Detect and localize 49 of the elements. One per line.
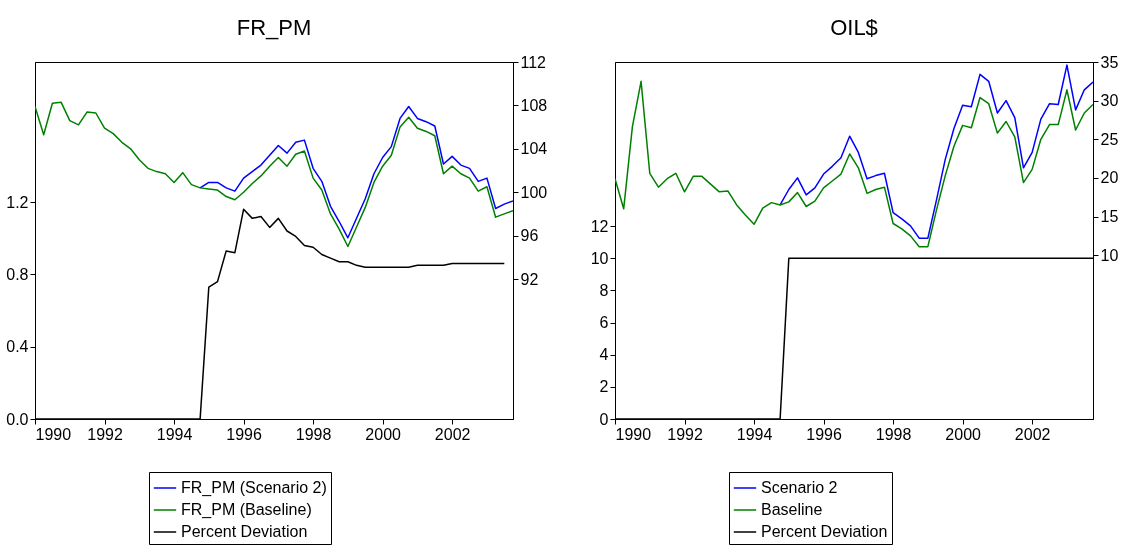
- chart-title: FR_PM: [236, 15, 312, 40]
- chart-title: OIL$: [830, 15, 878, 40]
- x-tick-label: 1998: [875, 425, 912, 443]
- y2-tick-label: 108: [520, 96, 548, 114]
- y-tick-label: 4: [599, 346, 609, 364]
- legend-label: FR_PM (Baseline): [181, 501, 312, 519]
- y-tick-label: 0: [599, 410, 609, 428]
- legend-label: Baseline: [761, 501, 823, 518]
- y-tick-label: 0.4: [6, 338, 29, 356]
- legend-label: Percent Deviation: [761, 523, 888, 540]
- x-tick-label: 2000: [365, 425, 402, 443]
- line-series: [35, 101, 513, 248]
- x-tick-label: 2002: [434, 425, 471, 443]
- x-tick-label: 1994: [156, 425, 193, 443]
- y-tick-label: 1.2: [6, 193, 29, 211]
- line-series: [199, 105, 513, 239]
- x-tick-label: 2002: [1014, 425, 1051, 443]
- x-tick-label: 1996: [806, 425, 842, 443]
- legend-label: Percent Deviation: [181, 523, 308, 540]
- y-tick-label: 12: [590, 217, 609, 235]
- x-tick-label: 1990: [615, 425, 652, 443]
- y2-tick-label: 112: [520, 53, 547, 71]
- line-series: [615, 80, 1093, 248]
- x-tick-label: 2000: [945, 425, 982, 443]
- y2-tick-label: 104: [520, 140, 548, 158]
- y-tick-label: 0.8: [6, 265, 29, 283]
- y2-tick-label: 20: [1100, 169, 1119, 187]
- y2-tick-label: 15: [1100, 208, 1119, 226]
- y2-tick-label: 25: [1100, 130, 1119, 148]
- x-tick-label: 1994: [736, 425, 773, 443]
- x-tick-label: 1992: [87, 425, 123, 443]
- y-tick-label: 0.0: [6, 410, 29, 428]
- y2-tick-label: 96: [520, 227, 539, 245]
- x-tick-label: 1996: [226, 425, 262, 443]
- y2-tick-label: 30: [1100, 92, 1119, 110]
- y2-tick-label: 35: [1100, 53, 1119, 71]
- y-tick-label: 2: [599, 378, 609, 396]
- y-tick-label: 8: [599, 281, 609, 299]
- y2-tick-label: 100: [520, 183, 548, 201]
- y2-tick-label: 92: [520, 270, 539, 288]
- legend-label: Scenario 2: [761, 479, 838, 496]
- x-tick-label: 1992: [667, 425, 703, 443]
- line-series: [779, 64, 1093, 239]
- x-tick-label: 1990: [35, 425, 72, 443]
- y-tick-label: 10: [590, 249, 609, 267]
- x-tick-label: 1998: [295, 425, 332, 443]
- y2-tick-label: 10: [1100, 246, 1119, 264]
- legend-label: FR_PM (Scenario 2): [181, 479, 327, 497]
- y-tick-label: 6: [599, 314, 609, 332]
